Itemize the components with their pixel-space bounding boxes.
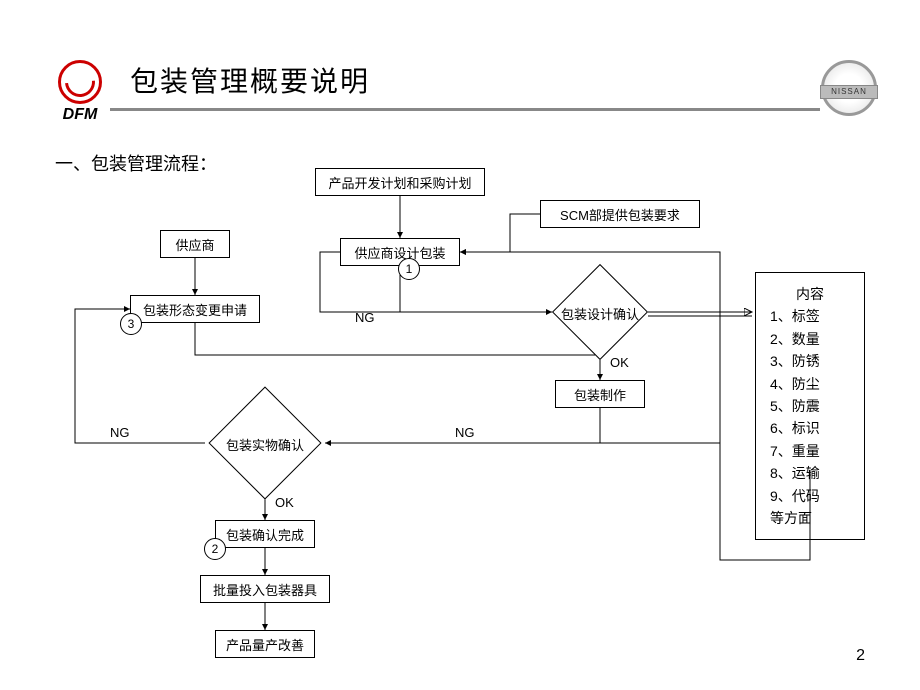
node-mass-improve: 产品量产改善 [215,630,315,658]
content-item: 4、防尘 [770,373,850,395]
content-item: 7、重量 [770,440,850,462]
node-plan: 产品开发计划和采购计划 [315,168,485,196]
node-label: SCM部提供包装要求 [560,205,680,224]
step-circle-1: 1 [398,258,420,280]
node-label: 产品量产改善 [226,635,304,654]
content-box-title: 内容 [770,283,850,305]
step-circle-2: 2 [204,538,226,560]
node-label: 产品开发计划和采购计划 [328,173,471,192]
edge-label-ng: NG [355,310,375,325]
content-item: 8、运输 [770,462,850,484]
node-scm: SCM部提供包装要求 [540,200,700,228]
node-label: 供应商设计包装 [354,243,445,262]
node-batch: 批量投入包装器具 [200,575,330,603]
edge-label-ng: NG [110,425,130,440]
edge-label-ok: OK [610,355,629,370]
step-circle-3: 3 [120,313,142,335]
content-item: 5、防震 [770,395,850,417]
node-label: 包装确认完成 [226,525,304,544]
page-number: 2 [856,647,865,665]
node-label: 供应商 [175,235,214,254]
flowchart-canvas: 产品开发计划和采购计划 SCM部提供包装要求 供应商设计包装 供应商 包装形态变… [0,0,920,690]
circle-num: 2 [212,542,219,556]
circle-num: 1 [406,262,413,276]
content-item: 等方面 [770,507,850,529]
content-item: 2、数量 [770,328,850,350]
content-box: 内容 1、标签 2、数量 3、防锈 4、防尘 5、防震 6、标识 7、重量 8、… [755,272,865,540]
edge-label-ng: NG [455,425,475,440]
circle-num: 3 [128,317,135,331]
node-label: 包装制作 [574,385,626,404]
edge-label-ok: OK [275,495,294,510]
node-confirm-complete: 包装确认完成 [215,520,315,548]
decision-physical-confirm [208,386,321,499]
decision-design-confirm [552,264,648,360]
content-item: 1、标签 [770,305,850,327]
content-item: 6、标识 [770,417,850,439]
content-item: 9、代码 [770,485,850,507]
node-change-request: 包装形态变更申请 [130,295,260,323]
node-supplier: 供应商 [160,230,230,258]
content-item: 3、防锈 [770,350,850,372]
node-label: 包装形态变更申请 [143,300,247,319]
node-make-package: 包装制作 [555,380,645,408]
node-label: 批量投入包装器具 [213,580,317,599]
